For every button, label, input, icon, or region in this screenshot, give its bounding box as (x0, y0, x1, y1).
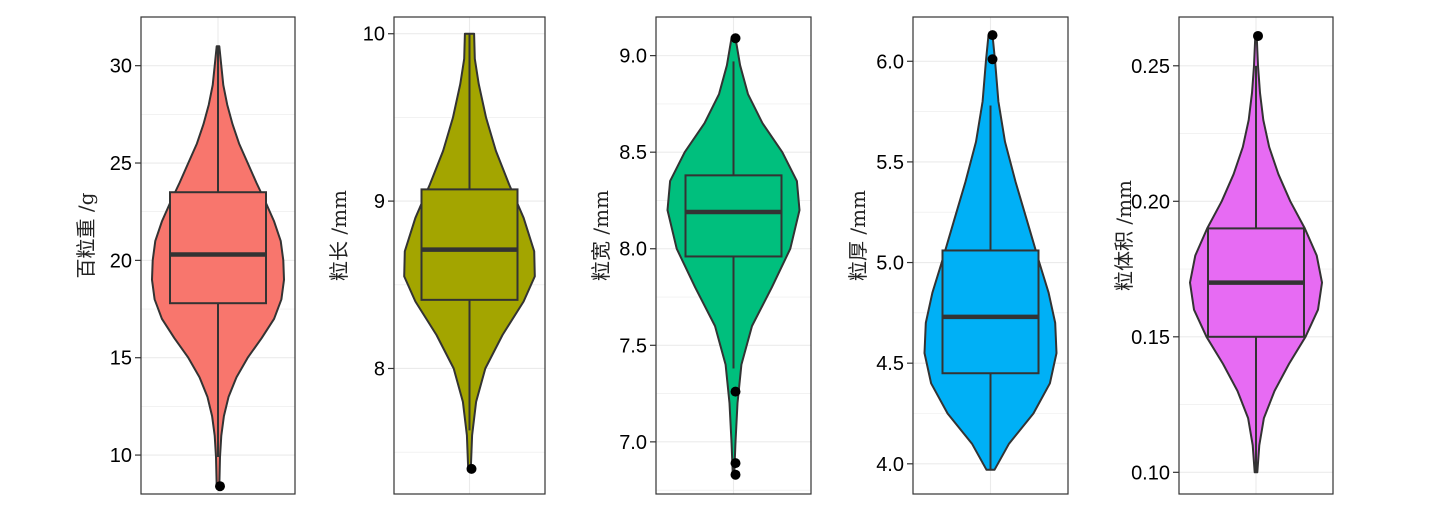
y-tick-label: 4.0 (876, 454, 904, 476)
iqr-box (169, 191, 267, 305)
y-tick-label: 20 (110, 250, 132, 272)
y-tick-label: 0.20 (1131, 191, 1170, 213)
panel-3: 7.0 7.5 8.0 8.5 9.0 粒宽 /mm (589, 16, 812, 495)
outlier-point (987, 30, 998, 41)
y-tick-label: 7.5 (619, 335, 647, 357)
y-axis-title: 粒体积 /mm (1112, 180, 1136, 291)
outlier-point (987, 54, 998, 65)
panel-border (140, 16, 296, 495)
y-tick-label: 0.25 (1131, 56, 1170, 78)
y-tick-label: 8.0 (619, 239, 647, 261)
iqr-box (420, 188, 519, 301)
panel-border (912, 16, 1069, 495)
y-tick-label: 9 (374, 191, 385, 213)
outlier-point (1253, 30, 1263, 41)
outlier-point (730, 386, 741, 397)
panel-border (655, 16, 812, 495)
y-tick-label: 9.0 (619, 46, 647, 68)
y-tick-label: 4.5 (876, 353, 904, 375)
y-tick-label: 8.5 (619, 142, 647, 164)
outlier-point (730, 469, 741, 480)
y-tick-label: 0.10 (1131, 462, 1170, 484)
y-tick-label: 6.0 (876, 51, 904, 73)
y-tick-label: 10 (110, 445, 132, 467)
iqr-box (684, 174, 783, 258)
y-axis-title: 粒厚 /mm (846, 190, 870, 281)
y-tick-label: 15 (110, 348, 132, 370)
y-tick-label: 5.0 (876, 253, 904, 275)
y-tick-label: 25 (110, 153, 132, 175)
y-axis-title: 粒长 /mm (327, 190, 351, 281)
y-tick-label: 10 (363, 24, 385, 46)
y-tick-label: 30 (110, 56, 132, 78)
y-tick-label: 7.0 (619, 432, 647, 454)
outlier-point (466, 463, 477, 474)
panel-border (1178, 16, 1334, 495)
y-tick-label: 0.15 (1131, 327, 1170, 349)
y-axis-title: 粒宽 /mm (589, 190, 613, 281)
outlier-point (730, 458, 741, 469)
y-tick-label: 8 (374, 358, 385, 380)
panel-4: 4.0 4.5 5.0 5.5 6.0 粒厚 /mm (846, 16, 1069, 495)
panel-2: 8 9 10 粒长 /mm (327, 16, 546, 495)
panel-1: 10 15 20 25 30 百粒重 /g (74, 16, 296, 495)
outlier-point (730, 33, 741, 44)
panel-5: 0.10 0.15 0.20 0.25 粒体积 /mm (1112, 16, 1334, 495)
panel-border (393, 16, 546, 495)
outlier-point (215, 481, 225, 492)
iqr-box (941, 249, 1040, 375)
y-tick-label: 5.5 (876, 152, 904, 174)
y-axis-title: 百粒重 /g (74, 192, 98, 278)
